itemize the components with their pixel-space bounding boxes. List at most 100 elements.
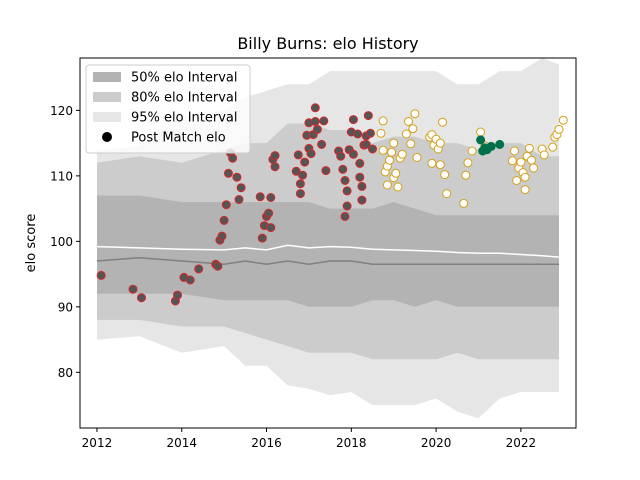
post-match-elo-point [393, 182, 403, 192]
post-match-elo-point [387, 147, 397, 157]
post-match-elo-point [270, 151, 280, 161]
post-match-elo-point [520, 172, 530, 182]
post-match-elo-point [321, 166, 331, 176]
post-match-elo-point [173, 290, 182, 300]
post-match-elo-point [213, 261, 223, 271]
post-match-elo-point [257, 233, 267, 243]
post-match-elo-point [336, 151, 346, 161]
post-match-elo-point [408, 124, 418, 134]
post-match-elo-point [442, 189, 452, 199]
legend-label: Post Match elo [131, 131, 226, 146]
post-match-elo-point [440, 170, 450, 180]
post-match-elo-point [558, 115, 568, 125]
post-match-elo-point [338, 164, 348, 174]
y-tick-label: 110 [50, 169, 73, 183]
post-match-elo-point [548, 142, 558, 152]
legend-label: 80% elo Interval [131, 91, 238, 106]
post-match-elo-point [310, 117, 320, 126]
post-match-elo-point [459, 198, 469, 208]
post-match-elo-point [527, 155, 536, 165]
y-tick-label: 90 [58, 300, 73, 314]
post-match-elo-point [353, 129, 363, 139]
post-match-elo-point [355, 172, 365, 182]
post-match-elo-point [357, 195, 367, 205]
post-match-elo-point [319, 116, 329, 126]
post-match-elo-point [312, 124, 322, 134]
post-match-elo-point [342, 186, 352, 196]
post-match-elo-point [385, 155, 394, 165]
post-match-elo-point [270, 162, 280, 172]
median-elo-line [96, 256, 559, 266]
x-tick-label: 2016 [251, 436, 282, 450]
post-match-elo-point [378, 116, 388, 126]
trend-lines [96, 244, 560, 266]
post-match-elo-point [554, 124, 564, 134]
legend-label: 95% elo Interval [131, 111, 238, 126]
post-match-elo-point [264, 208, 274, 218]
post-match-elo-point [221, 200, 231, 210]
post-match-elo-point [365, 128, 375, 138]
post-match-elo-point [340, 176, 350, 185]
post-match-elo-point [306, 149, 316, 159]
y-axis-label: elo score [24, 214, 39, 273]
post-match-elo-point [340, 212, 350, 221]
post-match-elo-point [348, 115, 358, 125]
post-match-elo-point [512, 176, 522, 185]
post-match-elo-point [217, 231, 227, 241]
post-match-elo-point [391, 168, 401, 178]
x-tick-label: 2012 [82, 436, 113, 450]
post-match-elo-point [435, 160, 445, 170]
y-tick-label: 100 [50, 235, 73, 249]
x-tick-label: 2014 [166, 436, 197, 450]
x-tick-label: 2020 [421, 436, 452, 450]
y-axis-ticks: 80 90 100 110 120 [50, 104, 80, 380]
post-match-elo-point [348, 149, 358, 159]
post-match-elo-point [397, 149, 407, 159]
legend-swatch [93, 112, 121, 122]
post-match-elo-point [461, 170, 471, 180]
post-match-elo-point [266, 223, 276, 233]
post-match-elo-point [137, 293, 146, 303]
post-match-elo-point [467, 146, 477, 156]
post-match-elo-point [406, 139, 416, 149]
post-match-elo-point [293, 150, 303, 160]
post-match-elo-point [219, 215, 229, 225]
y-tick-label: 120 [50, 104, 73, 118]
post-match-elo-point [298, 170, 308, 180]
post-match-elo-point [255, 192, 265, 202]
legend-marker [102, 132, 112, 142]
post-match-elo-point [223, 168, 233, 178]
post-match-elo-point [476, 127, 486, 137]
post-match-elo-point [382, 180, 392, 190]
post-match-elo-point [357, 181, 367, 191]
legend-swatch [93, 92, 121, 102]
post-match-elo-point [310, 103, 320, 113]
band-50-interval [97, 195, 559, 307]
mean-elo-line [96, 244, 560, 258]
axes-frame [79, 57, 577, 429]
post-match-elo-point [486, 141, 496, 151]
post-match-elo-point [410, 109, 420, 119]
x-tick-label: 2022 [506, 436, 537, 450]
post-match-elo-point [404, 117, 413, 126]
post-match-elo-point [520, 185, 530, 195]
post-match-elo-point [128, 284, 138, 294]
legend-swatch [93, 72, 121, 82]
post-match-elo-point [342, 201, 352, 211]
post-match-elo-point [234, 195, 244, 204]
post-match-elo-point [539, 150, 549, 160]
post-match-elo-point [412, 153, 422, 162]
post-match-elo-point [363, 111, 373, 121]
post-match-elo-point [317, 139, 327, 149]
legend: 50% elo Interval 80% elo Interval 95% elo … [85, 64, 251, 154]
post-match-elo-point [376, 128, 386, 138]
post-match-elo-point [194, 264, 204, 274]
post-match-elo-point [438, 117, 447, 127]
y-tick-label: 80 [58, 366, 73, 380]
post-match-elo-point [266, 193, 276, 202]
x-axis-ticks: 2012 2014 2016 2018 2020 2022 [82, 428, 536, 450]
post-match-elo-point [236, 183, 246, 193]
post-match-elo-point [529, 163, 539, 173]
post-match-elo-point [232, 172, 242, 182]
